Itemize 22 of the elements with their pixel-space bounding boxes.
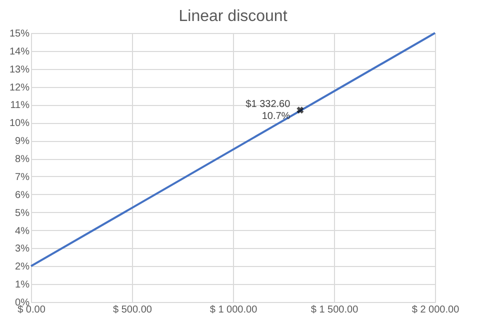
y-tick-label: 5%: [15, 208, 30, 219]
y-tick-label: 13%: [9, 64, 30, 76]
x-tick-label: $ 1 500.00: [310, 304, 359, 316]
y-tick-label: 14%: [9, 46, 30, 58]
y-tick-label: 12%: [9, 82, 30, 94]
x-tick-label: $ 2 000.00: [412, 304, 460, 316]
x-tick-label: $ 500.00: [113, 304, 152, 316]
y-tick-label: 1%: [15, 280, 30, 291]
y-tick-label: 3%: [15, 244, 30, 255]
y-tick-label: 9%: [15, 136, 30, 148]
x-tick-label: $ 1 000.00: [210, 304, 258, 316]
x-tick-label: $ 0.00: [18, 304, 46, 316]
y-tick-label: 15%: [9, 28, 30, 40]
y-tick-label: 10%: [9, 118, 30, 130]
y-tick-label: 8%: [15, 154, 30, 166]
y-tick-label: 4%: [15, 226, 30, 237]
y-tick-label: 6%: [15, 190, 30, 201]
y-tick-label: 2%: [15, 262, 30, 273]
y-tick-label: 7%: [15, 172, 30, 183]
annotation: $1 332.60 10.7%: [246, 99, 291, 122]
chart-title: Linear discount: [178, 8, 288, 25]
y-tick-label: 11%: [10, 100, 30, 112]
